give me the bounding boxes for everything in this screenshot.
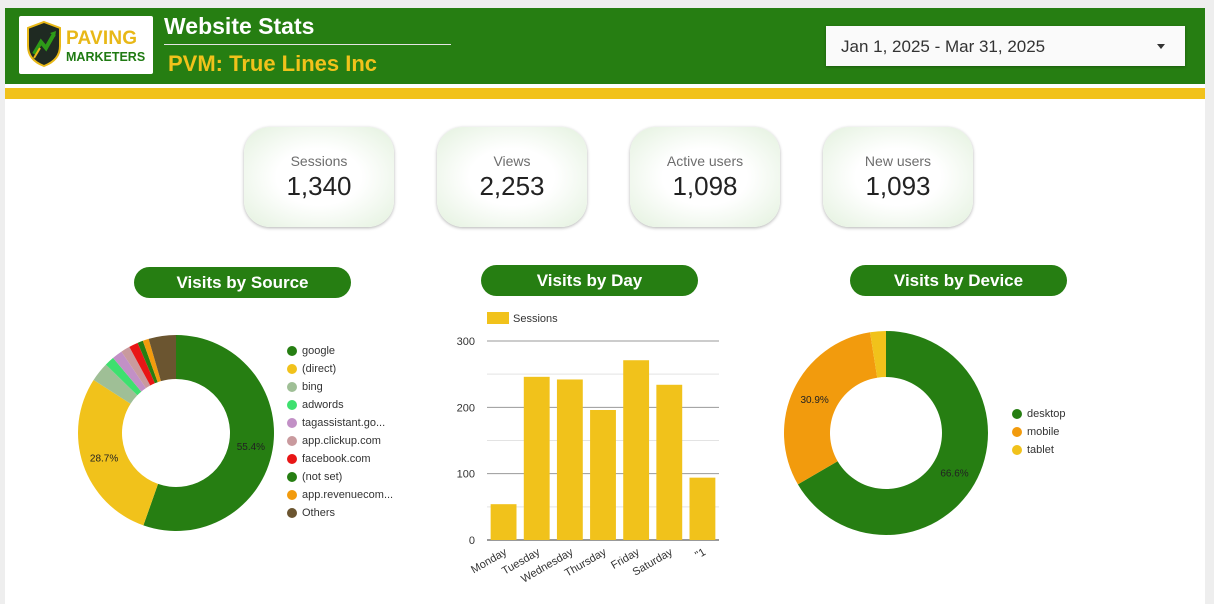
legend-label: app.revenuecom...: [302, 489, 394, 501]
legend-label: adwords: [302, 399, 344, 411]
logo-text-marketers: MARKETERS: [66, 50, 146, 64]
pie-slice[interactable]: [142, 338, 161, 383]
header-bar: PAVING MARKETERS Website Stats PVM: True…: [5, 8, 1205, 84]
shield-logo-icon: [27, 20, 61, 68]
pie-slice[interactable]: [113, 351, 146, 392]
legend-swatch: [287, 490, 297, 500]
legend-swatch: [487, 312, 509, 324]
dashboard-canvas: PAVING MARKETERS Website Stats PVM: True…: [5, 8, 1205, 604]
legend-label: facebook.com: [302, 453, 371, 465]
legend-swatch: [287, 436, 297, 446]
pie-slice[interactable]: [121, 346, 151, 389]
title-divider: [164, 44, 451, 45]
legend-label: desktop: [1027, 408, 1066, 420]
logo-text-paving: PAVING: [66, 28, 138, 49]
kpi-value: 1,093: [865, 171, 931, 201]
pie-slice[interactable]: [143, 335, 274, 531]
kpi-new-users: New users 1,093: [823, 127, 973, 227]
kpi-value: 2,253: [479, 171, 545, 201]
pie-slice[interactable]: [93, 364, 138, 404]
legend-swatch: [287, 508, 297, 518]
bar[interactable]: [656, 384, 683, 540]
legend-swatch: [1012, 445, 1022, 455]
legend-swatch: [287, 400, 297, 410]
x-tick-label: "1: [693, 546, 708, 561]
legend-label: Others: [302, 507, 336, 519]
slice-label: 66.6%: [940, 468, 968, 479]
device-legend: desktop mobile tablet: [1012, 407, 1112, 467]
logo: PAVING MARKETERS: [19, 16, 153, 74]
kpi-label: Sessions: [290, 153, 348, 169]
kpi-label: Active users: [666, 153, 744, 169]
legend-label: bing: [302, 381, 323, 393]
legend-swatch: [287, 382, 297, 392]
kpi-value: 1,340: [286, 171, 352, 201]
kpi-value: 1,098: [672, 171, 738, 201]
bar[interactable]: [490, 504, 517, 540]
kpi-views: Views 2,253: [437, 127, 587, 227]
legend-swatch: [287, 346, 297, 356]
y-tick-label: 300: [457, 336, 475, 348]
pie-slice[interactable]: [137, 340, 158, 384]
legend-label: google: [302, 345, 336, 357]
legend-label: mobile: [1027, 426, 1060, 438]
device-chart-title: Visits by Device: [850, 265, 1067, 296]
pie-slice[interactable]: [148, 335, 176, 382]
bar[interactable]: [523, 376, 550, 540]
date-range-picker[interactable]: Jan 1, 2025 - Mar 31, 2025: [826, 26, 1185, 66]
client-name: PVM: True Lines Inc: [168, 51, 378, 76]
accent-stripe: [5, 88, 1205, 99]
legend-label: (not set): [302, 471, 343, 483]
legend-swatch: [287, 364, 297, 374]
visits-by-device-chart[interactable]: 66.6% 30.9%: [775, 323, 995, 543]
legend-label: app.clickup.com: [302, 435, 381, 447]
bar[interactable]: [590, 409, 616, 540]
pie-slice[interactable]: [105, 357, 142, 396]
source-legend: google (direct) bing adwords tagassistant.go…: [287, 344, 407, 524]
bar[interactable]: [623, 360, 650, 540]
kpi-label: New users: [864, 153, 932, 169]
legend-swatch: [287, 472, 297, 482]
visits-by-source-chart[interactable]: 55.4% 28.7%: [65, 328, 425, 548]
legend-swatch: [287, 418, 297, 428]
legend-swatch: [287, 454, 297, 464]
source-chart-title: Visits by Source: [134, 267, 351, 298]
pie-slice[interactable]: [797, 331, 988, 535]
kpi-active-users: Active users 1,098: [630, 127, 780, 227]
bar[interactable]: [689, 477, 716, 540]
visits-by-day-chart[interactable]: Sessions0100200300MondayTuesdayWednesday…: [445, 298, 745, 588]
slice-label: 30.9%: [800, 395, 828, 406]
legend-label: (direct): [302, 363, 337, 375]
bar[interactable]: [556, 379, 583, 540]
legend-label: tablet: [1027, 444, 1054, 456]
legend-label: Sessions: [513, 313, 558, 325]
kpi-label: Views: [493, 153, 531, 169]
y-tick-label: 0: [469, 535, 475, 547]
day-chart-title: Visits by Day: [481, 265, 698, 296]
pie-slice[interactable]: [129, 342, 155, 386]
page-title: Website Stats: [164, 13, 315, 39]
y-tick-label: 100: [457, 469, 475, 481]
date-range-value: Jan 1, 2025 - Mar 31, 2025: [841, 37, 1046, 56]
y-tick-label: 200: [457, 402, 475, 414]
legend-swatch: [1012, 409, 1022, 419]
slice-label: 55.4%: [237, 442, 265, 453]
pie-slice[interactable]: [77, 379, 159, 526]
slice-label: 28.7%: [90, 454, 118, 465]
kpi-sessions: Sessions 1,340: [244, 127, 394, 227]
legend-swatch: [1012, 427, 1022, 437]
dropdown-caret-icon[interactable]: [1157, 44, 1165, 49]
legend-label: tagassistant.go...: [302, 417, 386, 429]
pie-slice[interactable]: [784, 332, 878, 485]
pie-slice[interactable]: [870, 331, 886, 378]
